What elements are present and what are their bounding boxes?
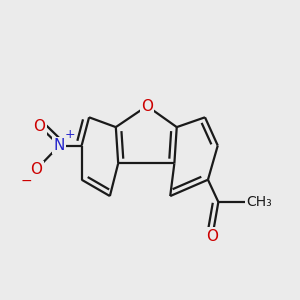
Text: O: O <box>31 162 43 177</box>
Text: O: O <box>141 98 153 113</box>
Text: −: − <box>20 174 32 188</box>
Text: N: N <box>54 138 65 153</box>
Text: CH₃: CH₃ <box>247 195 272 209</box>
Text: O: O <box>33 119 45 134</box>
Text: +: + <box>64 128 75 141</box>
Text: O: O <box>206 229 218 244</box>
